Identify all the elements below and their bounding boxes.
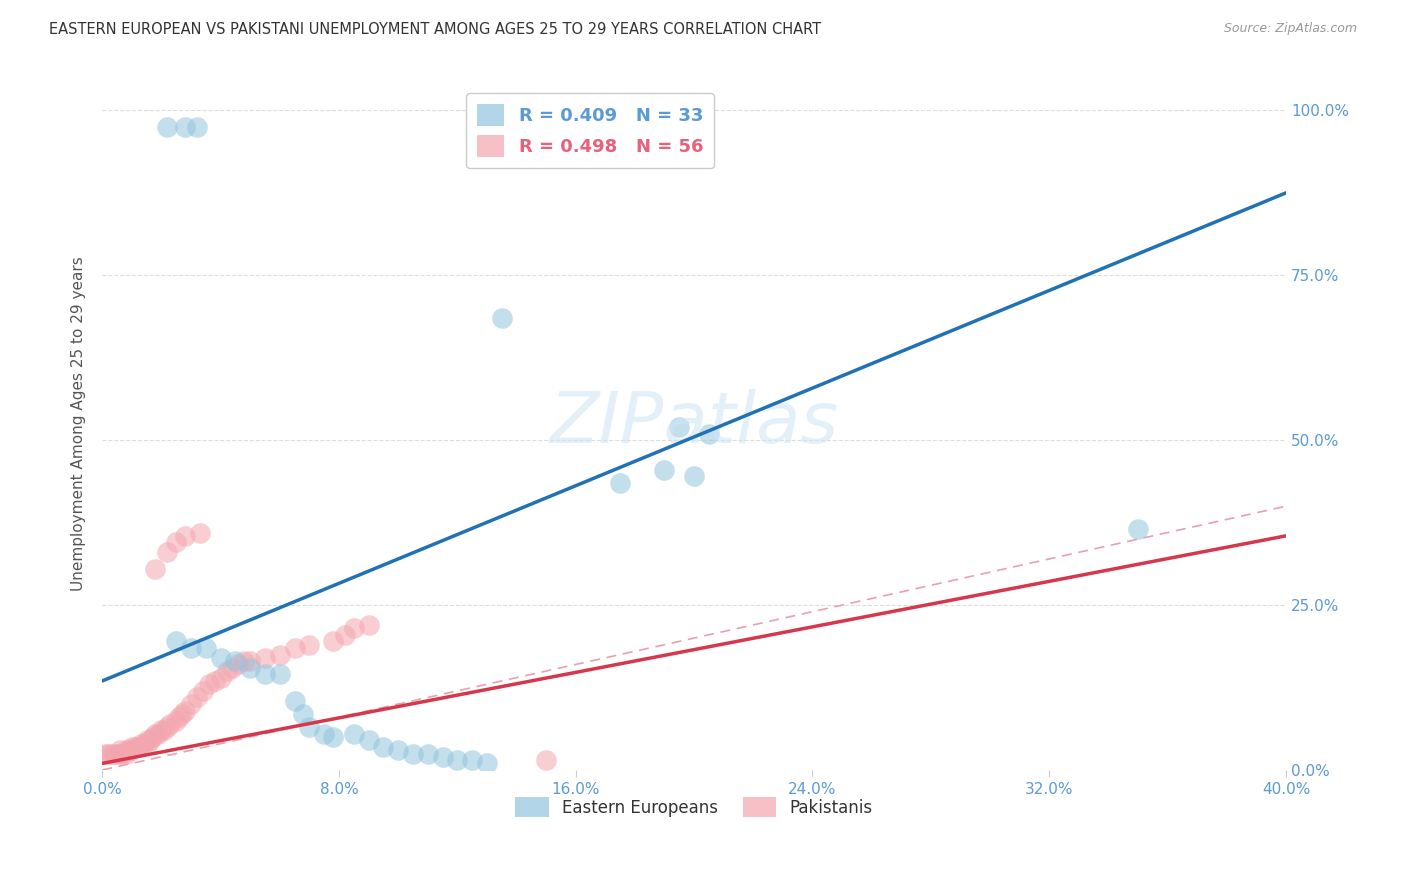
- Point: [491, 311, 513, 326]
- Point: [124, 739, 146, 754]
- Point: [174, 704, 197, 718]
- Point: [416, 747, 439, 761]
- Point: [141, 730, 163, 744]
- Point: [461, 753, 484, 767]
- Point: [373, 739, 395, 754]
- Point: [108, 743, 131, 757]
- Point: [94, 747, 117, 761]
- Point: [194, 640, 217, 655]
- Point: [239, 661, 262, 675]
- Point: [180, 697, 202, 711]
- Point: [314, 727, 336, 741]
- Point: [475, 756, 498, 771]
- Point: [204, 673, 226, 688]
- Y-axis label: Unemployment Among Ages 25 to 29 years: Unemployment Among Ages 25 to 29 years: [72, 256, 86, 591]
- Point: [180, 640, 202, 655]
- Point: [159, 716, 181, 731]
- Point: [165, 714, 187, 728]
- Point: [357, 618, 380, 632]
- Point: [100, 747, 122, 761]
- Point: [343, 727, 366, 741]
- Point: [115, 743, 138, 757]
- Point: [239, 654, 262, 668]
- Point: [224, 654, 246, 668]
- Point: [269, 648, 291, 662]
- Point: [269, 667, 291, 681]
- Point: [446, 753, 468, 767]
- Point: [121, 739, 143, 754]
- Point: [402, 747, 425, 761]
- Point: [233, 654, 256, 668]
- Point: [432, 749, 454, 764]
- Point: [284, 640, 307, 655]
- Point: [253, 667, 276, 681]
- Point: [135, 737, 157, 751]
- Legend: Eastern Europeans, Pakistanis: Eastern Europeans, Pakistanis: [509, 790, 880, 824]
- Point: [191, 683, 214, 698]
- Point: [209, 671, 232, 685]
- Point: [609, 476, 631, 491]
- Point: [215, 664, 238, 678]
- Point: [156, 120, 179, 134]
- Point: [188, 525, 211, 540]
- Point: [150, 723, 173, 738]
- Point: [172, 706, 194, 721]
- Point: [654, 463, 676, 477]
- Point: [253, 651, 276, 665]
- Point: [156, 720, 179, 734]
- Text: ZIPatlas: ZIPatlas: [550, 389, 838, 458]
- Point: [135, 733, 157, 747]
- Text: EASTERN EUROPEAN VS PAKISTANI UNEMPLOYMENT AMONG AGES 25 TO 29 YEARS CORRELATION: EASTERN EUROPEAN VS PAKISTANI UNEMPLOYME…: [49, 22, 821, 37]
- Point: [284, 694, 307, 708]
- Point: [132, 737, 155, 751]
- Point: [322, 634, 344, 648]
- Point: [1126, 522, 1149, 536]
- Point: [697, 426, 720, 441]
- Point: [221, 661, 243, 675]
- Point: [174, 120, 197, 134]
- Point: [298, 638, 321, 652]
- Point: [357, 733, 380, 747]
- Point: [118, 743, 141, 757]
- Point: [174, 529, 197, 543]
- Point: [292, 706, 315, 721]
- Point: [167, 710, 190, 724]
- Point: [97, 747, 120, 761]
- Point: [186, 690, 208, 705]
- Point: [121, 743, 143, 757]
- Point: [165, 634, 187, 648]
- Point: [115, 747, 138, 761]
- Point: [111, 747, 134, 761]
- Point: [534, 753, 557, 767]
- Point: [298, 720, 321, 734]
- Point: [165, 535, 187, 549]
- Point: [148, 727, 170, 741]
- Point: [387, 743, 409, 757]
- Point: [103, 747, 125, 761]
- Point: [138, 733, 160, 747]
- Point: [108, 747, 131, 761]
- Point: [105, 747, 128, 761]
- Point: [333, 628, 356, 642]
- Point: [228, 657, 250, 672]
- Point: [197, 677, 219, 691]
- Point: [153, 723, 176, 738]
- Point: [343, 621, 366, 635]
- Point: [209, 651, 232, 665]
- Text: Source: ZipAtlas.com: Source: ZipAtlas.com: [1223, 22, 1357, 36]
- Point: [668, 420, 690, 434]
- Point: [127, 739, 149, 754]
- Point: [129, 737, 152, 751]
- Point: [186, 120, 208, 134]
- Point: [322, 730, 344, 744]
- Point: [683, 469, 706, 483]
- Point: [145, 562, 167, 576]
- Point: [145, 727, 167, 741]
- Point: [156, 545, 179, 559]
